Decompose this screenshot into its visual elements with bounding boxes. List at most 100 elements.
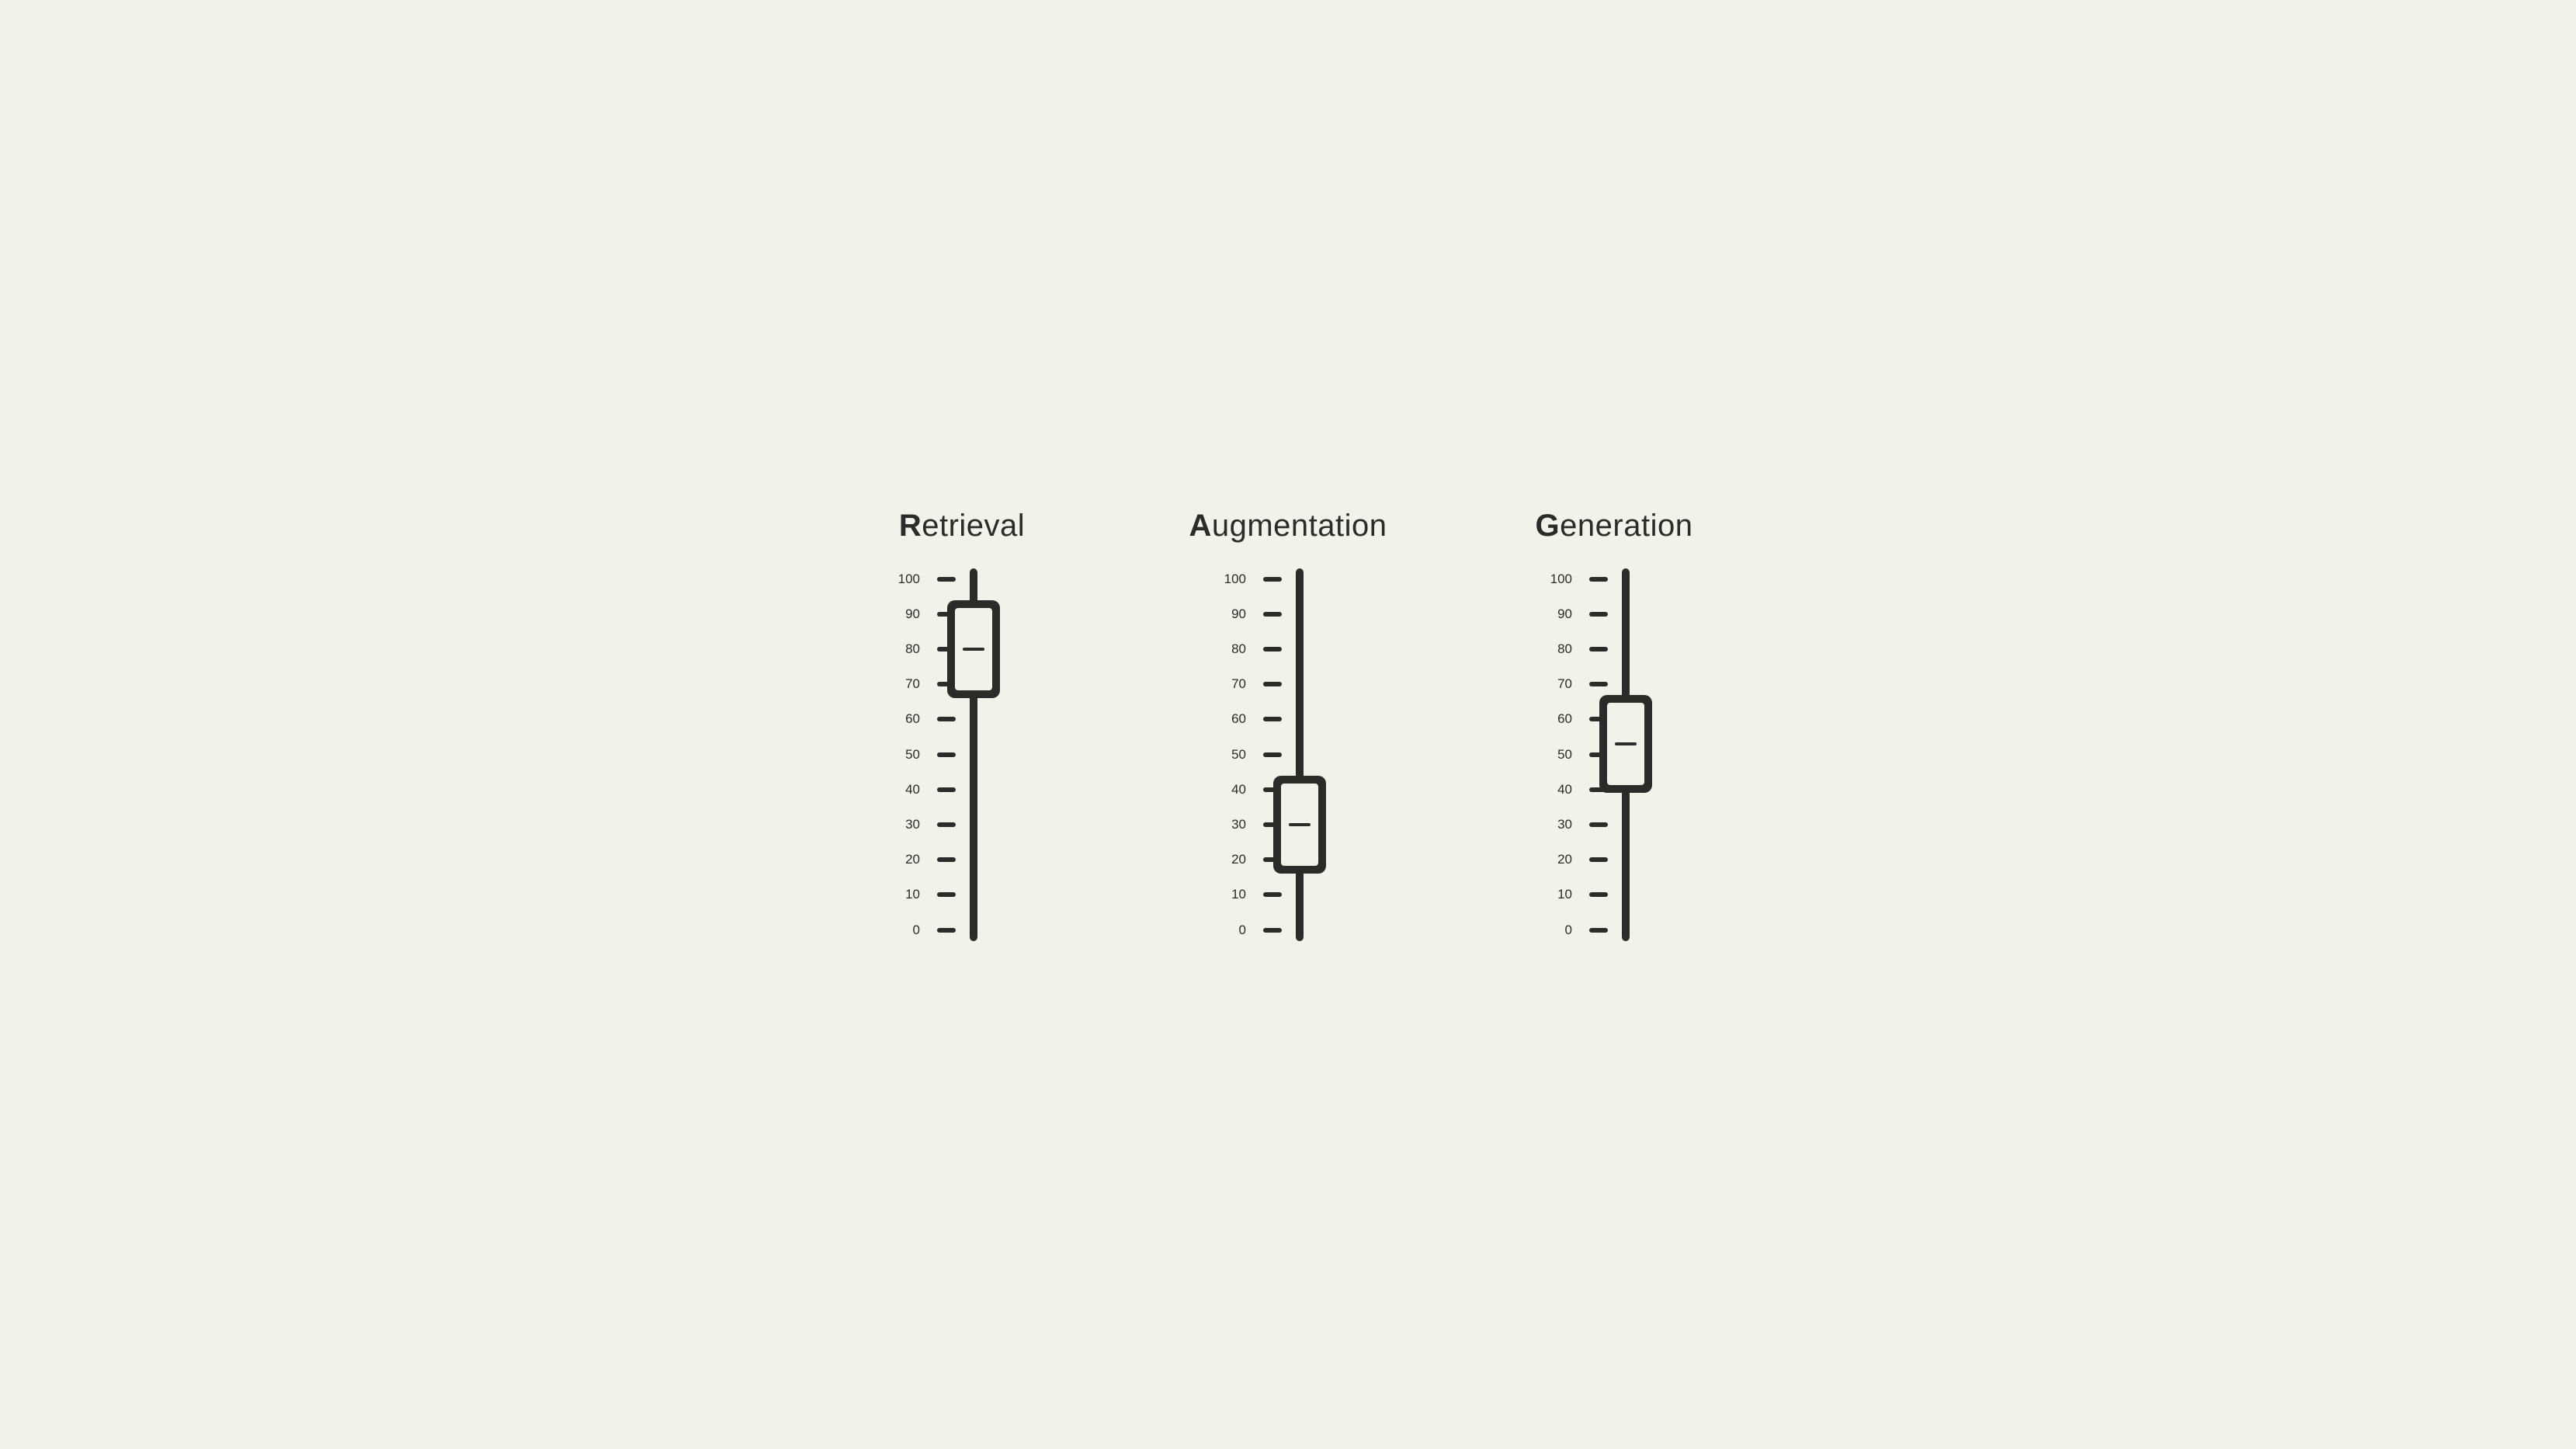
slider-tick: 80 xyxy=(1218,641,1254,657)
slider-tick: 0 xyxy=(1218,923,1254,938)
slider-tick-label: 20 xyxy=(1218,852,1246,867)
slider-track-area-generation: 1009080706050403020100 xyxy=(1544,568,1684,941)
slider-tick-label: 10 xyxy=(1544,887,1572,902)
slider-tick-label: 90 xyxy=(1544,606,1572,622)
slider-tick-label: 40 xyxy=(892,782,920,797)
slider-tick: 100 xyxy=(1218,572,1254,587)
slider-tick-label: 30 xyxy=(1544,817,1572,832)
slider-augmentation: Augmentation1009080706050403020100 xyxy=(1172,509,1404,941)
slider-tick: 50 xyxy=(1218,747,1254,763)
slider-tick: 30 xyxy=(1218,817,1254,832)
slider-title-rest: etrieval xyxy=(922,509,1025,543)
slider-title-generation: Generation xyxy=(1536,509,1693,544)
slider-knob-indicator xyxy=(963,648,984,651)
slider-tick-mark xyxy=(1263,752,1282,757)
slider-knob-inner xyxy=(952,605,995,693)
slider-tick-label: 0 xyxy=(892,923,920,938)
slider-tick-label: 100 xyxy=(1544,572,1572,587)
slider-tick-mark xyxy=(1263,892,1282,897)
slider-tick-label: 60 xyxy=(1544,711,1572,727)
slider-tick: 10 xyxy=(1218,887,1254,902)
slider-tick: 60 xyxy=(1218,711,1254,727)
slider-tick-label: 90 xyxy=(892,606,920,622)
slider-knob-indicator xyxy=(1289,823,1311,826)
slider-tick-label: 30 xyxy=(892,817,920,832)
slider-tick-mark xyxy=(1589,577,1608,582)
slider-tick-label: 100 xyxy=(1218,572,1246,587)
slider-tick-mark xyxy=(937,822,956,827)
slider-tick-label: 70 xyxy=(892,676,920,692)
slider-tick: 40 xyxy=(892,782,928,797)
slider-tick-mark xyxy=(1263,612,1282,617)
slider-knob-inner xyxy=(1278,780,1321,869)
slider-tick: 80 xyxy=(1544,641,1580,657)
slider-tick: 70 xyxy=(1218,676,1254,692)
slider-tick: 70 xyxy=(1544,676,1580,692)
slider-tick-mark xyxy=(1263,647,1282,652)
slider-title-augmentation: Augmentation xyxy=(1189,509,1387,544)
slider-title-retrieval: Retrieval xyxy=(899,509,1025,544)
slider-tick: 100 xyxy=(1544,572,1580,587)
slider-tick-mark xyxy=(1589,822,1608,827)
slider-retrieval: Retrieval1009080706050403020100 xyxy=(845,509,1078,941)
slider-tick-label: 60 xyxy=(892,711,920,727)
slider-tick-mark xyxy=(1263,682,1282,686)
slider-tick-mark xyxy=(1589,892,1608,897)
slider-tick-mark xyxy=(937,928,956,933)
slider-tick: 90 xyxy=(892,606,928,622)
slider-tick: 70 xyxy=(892,676,928,692)
slider-tick: 0 xyxy=(1544,923,1580,938)
slider-tick: 100 xyxy=(892,572,928,587)
slider-tick: 80 xyxy=(892,641,928,657)
slider-tick: 40 xyxy=(1218,782,1254,797)
slider-tick-mark xyxy=(937,752,956,757)
slider-title-rest: eneration xyxy=(1560,509,1692,543)
slider-tick: 60 xyxy=(1544,711,1580,727)
slider-tick-label: 0 xyxy=(1544,923,1572,938)
slider-tick-label: 100 xyxy=(892,572,920,587)
slider-tick: 10 xyxy=(1544,887,1580,902)
slider-tick-label: 80 xyxy=(892,641,920,657)
slider-tick-label: 10 xyxy=(1218,887,1246,902)
slider-tick-label: 10 xyxy=(892,887,920,902)
slider-knob-indicator xyxy=(1615,742,1637,745)
slider-tick-mark xyxy=(1589,647,1608,652)
slider-tick: 20 xyxy=(892,852,928,867)
slider-tick: 50 xyxy=(1544,747,1580,763)
slider-track[interactable] xyxy=(1296,568,1304,941)
slider-tick-mark xyxy=(1589,857,1608,862)
slider-tick-label: 30 xyxy=(1218,817,1246,832)
slider-tick-mark xyxy=(937,892,956,897)
slider-tick: 50 xyxy=(892,747,928,763)
slider-tick-mark xyxy=(937,577,956,582)
slider-track-area-retrieval: 1009080706050403020100 xyxy=(892,568,1032,941)
slider-title-rest: ugmentation xyxy=(1212,509,1387,543)
slider-tick-label: 50 xyxy=(1218,747,1246,763)
slider-tick-label: 70 xyxy=(1544,676,1572,692)
slider-title-first-letter: A xyxy=(1189,509,1211,543)
slider-tick: 20 xyxy=(1218,852,1254,867)
slider-tick-label: 70 xyxy=(1218,676,1246,692)
slider-tick: 30 xyxy=(1544,817,1580,832)
slider-tick: 90 xyxy=(1218,606,1254,622)
slider-tick-label: 80 xyxy=(1218,641,1246,657)
slider-tick-mark xyxy=(1263,928,1282,933)
slider-knob-inner xyxy=(1604,700,1647,788)
slider-knob-augmentation[interactable] xyxy=(1273,776,1326,874)
slider-knob-retrieval[interactable] xyxy=(947,600,1000,698)
slider-title-first-letter: R xyxy=(899,509,922,543)
slider-tick-label: 0 xyxy=(1218,923,1246,938)
slider-tick: 90 xyxy=(1544,606,1580,622)
slider-tick: 10 xyxy=(892,887,928,902)
slider-tick-mark xyxy=(937,787,956,792)
slider-tick-label: 20 xyxy=(1544,852,1572,867)
slider-tick-label: 20 xyxy=(892,852,920,867)
slider-tick-mark xyxy=(1263,577,1282,582)
slider-knob-generation[interactable] xyxy=(1599,695,1652,793)
slider-tick-label: 90 xyxy=(1218,606,1246,622)
slider-tick: 30 xyxy=(892,817,928,832)
slider-tick-mark xyxy=(1263,717,1282,721)
slider-tick: 60 xyxy=(892,711,928,727)
slider-tick: 20 xyxy=(1544,852,1580,867)
slider-tick-label: 40 xyxy=(1544,782,1572,797)
